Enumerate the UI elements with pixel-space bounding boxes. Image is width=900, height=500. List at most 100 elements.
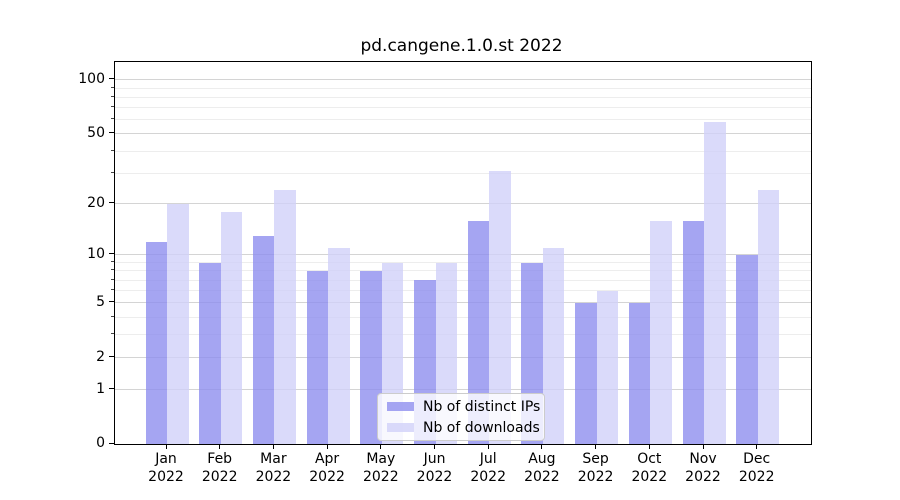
y-axis-tick-label: 2 (96, 348, 105, 365)
x-axis-tick (648, 444, 650, 450)
x-axis-tick-label: Jun 2022 (416, 451, 453, 485)
y-axis-major-tick (108, 132, 114, 134)
bar-downloads-nov-2022 (704, 122, 726, 445)
major-gridline (114, 133, 811, 135)
x-axis-tick-label: Aug 2022 (524, 451, 560, 485)
y-axis-tick-label: 100 (78, 70, 105, 87)
minor-gridline (114, 262, 811, 263)
minor-gridline (114, 150, 811, 152)
x-axis-tick-label: Dec 2022 (738, 451, 775, 485)
y-axis-tick-label: 0 (96, 435, 105, 452)
x-axis-tick-label: Jan 2022 (148, 451, 184, 485)
x-axis-tick (272, 444, 274, 450)
minor-gridline (114, 270, 811, 272)
bar-distinct-ips-sep-2022 (575, 302, 597, 445)
bar-downloads-sep-2022 (596, 290, 619, 445)
x-axis-tick-label: Sep 2022 (577, 451, 614, 485)
y-axis-minor-tick (110, 289, 114, 291)
minor-gridline (114, 290, 811, 292)
x-axis-tick (595, 444, 597, 450)
x-axis-tick (434, 444, 435, 450)
y-axis-minor-tick (110, 149, 114, 151)
bar-distinct-ips-oct-2022 (628, 302, 651, 445)
minor-gridline (114, 107, 811, 109)
bar-downloads-aug-2022 (542, 248, 565, 445)
y-axis-minor-tick (110, 333, 114, 335)
minor-gridline (114, 316, 811, 318)
x-axis-tick (165, 444, 167, 450)
x-axis-tick (541, 444, 543, 450)
x-axis-tick (756, 444, 758, 450)
bar-distinct-ips-apr-2022 (306, 270, 329, 445)
major-gridline (114, 302, 811, 304)
y-axis-minor-tick (110, 106, 114, 108)
legend-item-distinct-ips: Nb of distinct IPs (378, 398, 544, 416)
x-axis-tick-label: Apr 2022 (309, 451, 345, 485)
minor-gridline (114, 279, 811, 281)
x-axis-tick (380, 444, 382, 450)
minor-gridline (114, 172, 811, 174)
y-axis-minor-tick (110, 171, 114, 173)
minor-gridline (114, 334, 811, 336)
bar-distinct-ips-mar-2022 (252, 235, 275, 445)
y-axis-major-tick (108, 301, 114, 303)
bar-downloads-mar-2022 (274, 190, 296, 445)
major-gridline (114, 357, 811, 359)
legend-label-distinct-ips: Nb of distinct IPs (423, 398, 541, 415)
x-axis-tick-label: May 2022 (362, 451, 399, 485)
legend-swatch-distinct-ips (387, 402, 414, 411)
x-axis-tick-label: Jul 2022 (470, 451, 506, 485)
x-axis-tick (326, 444, 328, 450)
y-axis-minor-tick (110, 278, 114, 280)
bar-downloads-jan-2022 (167, 203, 189, 445)
x-axis-tick (702, 444, 704, 450)
y-axis-major-tick (108, 442, 114, 444)
bar-distinct-ips-jul-2022 (467, 220, 490, 445)
x-axis-tick (219, 444, 221, 450)
major-gridline (114, 254, 811, 256)
plot-area (113, 61, 812, 446)
y-axis-minor-tick (110, 261, 114, 262)
y-axis-major-tick (108, 253, 114, 255)
bar-downloads-feb-2022 (220, 211, 243, 445)
legend-item-downloads: Nb of downloads (378, 419, 544, 437)
x-axis-tick-label: Oct 2022 (631, 451, 668, 485)
bar-downloads-dec-2022 (757, 190, 780, 445)
y-axis-minor-tick (110, 95, 114, 97)
bar-downloads-jul-2022 (489, 170, 511, 445)
y-axis-tick-label: 5 (96, 293, 105, 310)
bar-distinct-ips-dec-2022 (736, 254, 758, 445)
y-axis-major-tick (108, 202, 114, 204)
minor-gridline (114, 96, 811, 98)
major-gridline (114, 203, 811, 205)
y-axis-tick-label: 20 (87, 194, 105, 211)
y-axis-major-tick (108, 388, 114, 390)
bar-distinct-ips-may-2022 (360, 270, 382, 445)
major-gridline (114, 389, 811, 391)
chart-title: pd.cangene.1.0.st 2022 (360, 36, 563, 56)
major-gridline (114, 79, 811, 81)
bar-downloads-oct-2022 (650, 220, 672, 445)
minor-gridline (114, 119, 811, 121)
y-axis-tick-label: 1 (96, 380, 105, 397)
bar-distinct-ips-jan-2022 (145, 241, 167, 445)
legend: Nb of distinct IPs Nb of downloads (377, 393, 545, 441)
y-axis-minor-tick (110, 118, 114, 120)
x-axis-tick-label: Nov 2022 (685, 451, 721, 485)
x-axis-tick-label: Feb 2022 (201, 451, 238, 485)
bar-downloads-apr-2022 (328, 248, 350, 445)
legend-label-downloads: Nb of downloads (423, 419, 540, 436)
y-axis-tick-label: 10 (87, 245, 105, 262)
bar-distinct-ips-feb-2022 (199, 262, 221, 445)
y-axis-major-tick (108, 78, 114, 80)
minor-gridline (114, 87, 811, 89)
legend-swatch-downloads (387, 423, 414, 432)
y-axis-major-tick (108, 356, 114, 358)
y-axis-minor-tick (110, 269, 114, 271)
x-axis-tick-label: Mar 2022 (255, 451, 292, 485)
bar-distinct-ips-nov-2022 (682, 220, 704, 445)
y-axis-tick-label: 50 (87, 124, 105, 141)
x-axis-tick (487, 444, 489, 450)
y-axis-minor-tick (110, 86, 114, 88)
